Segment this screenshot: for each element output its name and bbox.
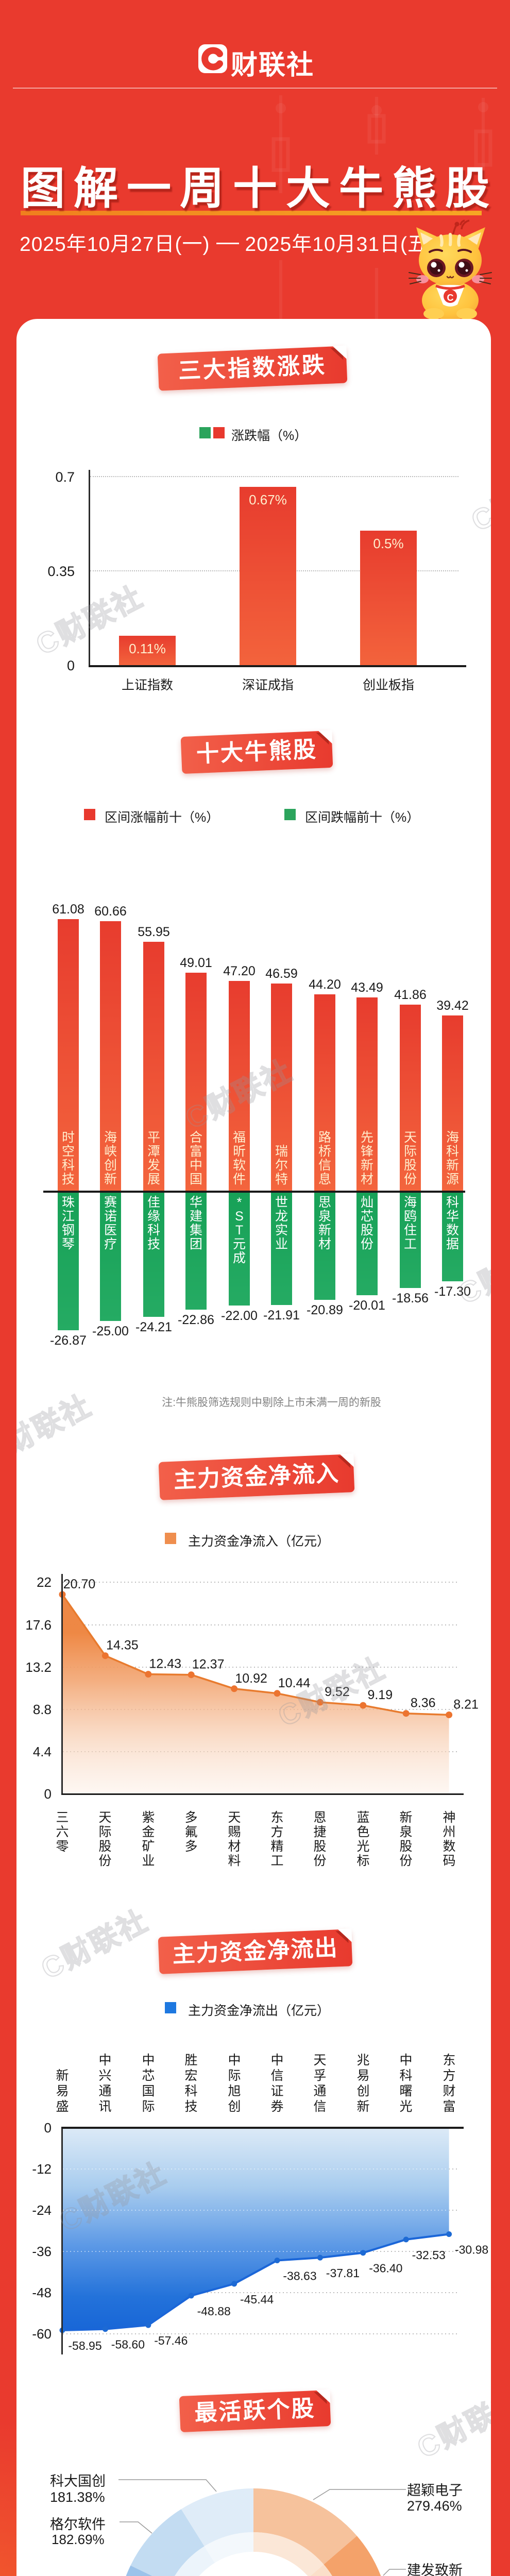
svg-text:8.36: 8.36: [411, 1696, 436, 1710]
svg-text:-58.95: -58.95: [68, 2339, 101, 2352]
svg-text:9.19: 9.19: [367, 1688, 393, 1702]
svg-text:10.92: 10.92: [235, 1671, 267, 1686]
svg-text:8.21: 8.21: [453, 1698, 479, 1712]
svg-text:12.43: 12.43: [149, 1657, 182, 1671]
svg-text:14.35: 14.35: [106, 1638, 139, 1653]
svg-text:-37.81: -37.81: [326, 2266, 360, 2280]
svg-text:-48.88: -48.88: [197, 2304, 231, 2318]
svg-text:20.70: 20.70: [63, 1577, 96, 1591]
svg-text:-45.44: -45.44: [240, 2293, 274, 2306]
svg-text:-38.63: -38.63: [283, 2269, 316, 2283]
svg-text:-57.46: -57.46: [154, 2334, 188, 2347]
svg-text:-30.98: -30.98: [455, 2243, 488, 2257]
svg-text:9.52: 9.52: [325, 1685, 350, 1699]
svg-text:C: C: [447, 293, 454, 303]
svg-text:-58.60: -58.60: [111, 2338, 145, 2351]
svg-text:10.44: 10.44: [278, 1676, 311, 1690]
svg-text:-36.40: -36.40: [369, 2262, 402, 2275]
svg-text:-32.53: -32.53: [412, 2248, 446, 2262]
svg-text:12.37: 12.37: [192, 1657, 225, 1672]
